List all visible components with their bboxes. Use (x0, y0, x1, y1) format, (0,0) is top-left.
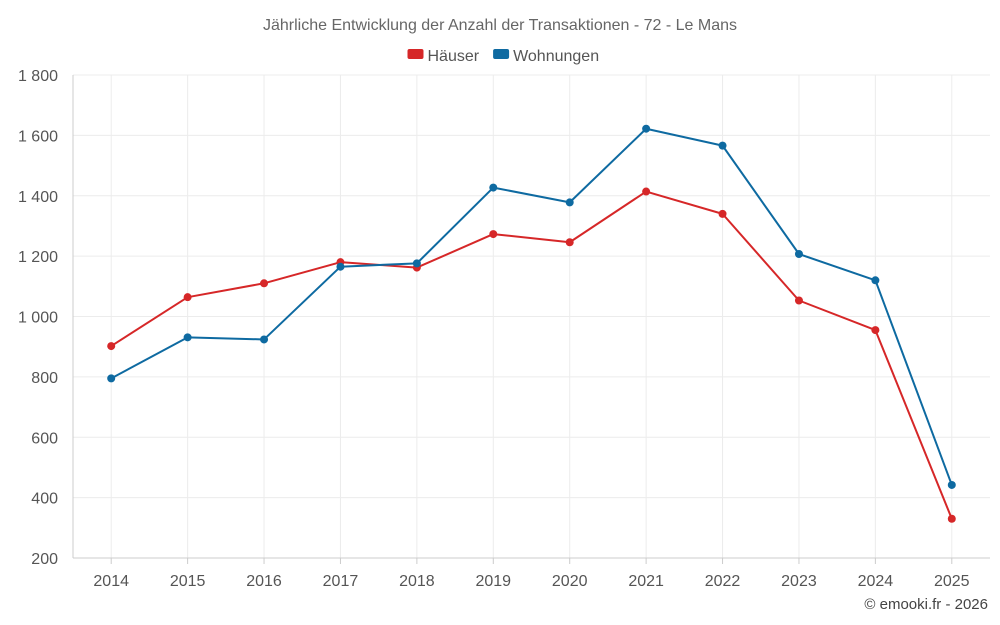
data-point-wohnungen[interactable] (489, 183, 498, 192)
data-point-wohnungen[interactable] (794, 250, 803, 259)
data-point-wohnungen[interactable] (260, 335, 269, 344)
credit-text: © emooki.fr - 2026 (864, 596, 988, 613)
data-point-haeuser[interactable] (642, 187, 651, 196)
x-tick-label: 2024 (858, 573, 894, 590)
legend-item-wohnungen[interactable]: Wohnungen (493, 48, 599, 65)
y-tick-label: 1 400 (18, 189, 58, 206)
y-tick-label: 1 800 (18, 68, 58, 85)
y-tick-label: 800 (31, 370, 58, 387)
data-point-haeuser[interactable] (718, 209, 727, 218)
legend-swatch (493, 49, 510, 59)
y-tick-label: 400 (31, 491, 58, 508)
y-tick-label: 1 000 (18, 310, 58, 327)
series-haeuser (107, 187, 956, 523)
x-tick-label: 2014 (93, 573, 129, 590)
legend-swatch (407, 49, 424, 59)
data-point-haeuser[interactable] (565, 238, 574, 247)
data-point-wohnungen[interactable] (718, 141, 727, 150)
data-point-wohnungen[interactable] (412, 259, 421, 268)
y-tick-label: 200 (31, 551, 58, 568)
legend-label: Häuser (428, 48, 480, 65)
data-point-wohnungen[interactable] (183, 333, 192, 342)
data-point-wohnungen[interactable] (336, 262, 345, 271)
series-line-wohnungen (110, 127, 953, 486)
x-tick-label: 2019 (475, 573, 511, 590)
y-tick-label: 600 (31, 430, 58, 447)
legend[interactable]: Häuser Wohnungen (407, 48, 600, 65)
legend-item-haeuser[interactable]: Häuser (407, 48, 480, 65)
series-line-haeuser (110, 190, 953, 520)
data-point-wohnungen[interactable] (642, 124, 651, 133)
x-tick-label: 2020 (552, 573, 588, 590)
data-point-haeuser[interactable] (183, 293, 192, 302)
x-tick-label: 2022 (705, 573, 741, 590)
series (107, 124, 956, 523)
y-tick-label: 1 200 (18, 249, 58, 266)
data-point-wohnungen[interactable] (947, 480, 956, 489)
data-point-wohnungen[interactable] (565, 198, 574, 207)
x-tick-label: 2025 (934, 573, 970, 590)
data-point-haeuser[interactable] (947, 514, 956, 523)
data-point-haeuser[interactable] (794, 296, 803, 305)
x-tick-label: 2021 (628, 573, 664, 590)
data-point-haeuser[interactable] (489, 230, 498, 239)
y-tick-label: 1 600 (18, 128, 58, 145)
data-point-wohnungen[interactable] (871, 276, 880, 285)
data-point-haeuser[interactable] (107, 342, 116, 351)
data-point-haeuser[interactable] (871, 326, 880, 335)
series-wohnungen (107, 124, 956, 489)
x-tick-label: 2017 (323, 573, 359, 590)
x-tick-label: 2018 (399, 573, 435, 590)
data-point-haeuser[interactable] (260, 279, 269, 288)
axes: 200 400 600 800 1 000 1 200 1 400 1 600 1 800 201… (18, 68, 990, 590)
x-tick-label: 2015 (170, 573, 206, 590)
chart-title: Jährliche Entwicklung der Anzahl der Tra… (263, 17, 737, 34)
data-point-wohnungen[interactable] (107, 374, 116, 383)
x-tick-label: 2023 (781, 573, 817, 590)
grid (73, 74, 990, 559)
x-tick-label: 2016 (246, 573, 282, 590)
legend-label: Wohnungen (513, 48, 599, 65)
